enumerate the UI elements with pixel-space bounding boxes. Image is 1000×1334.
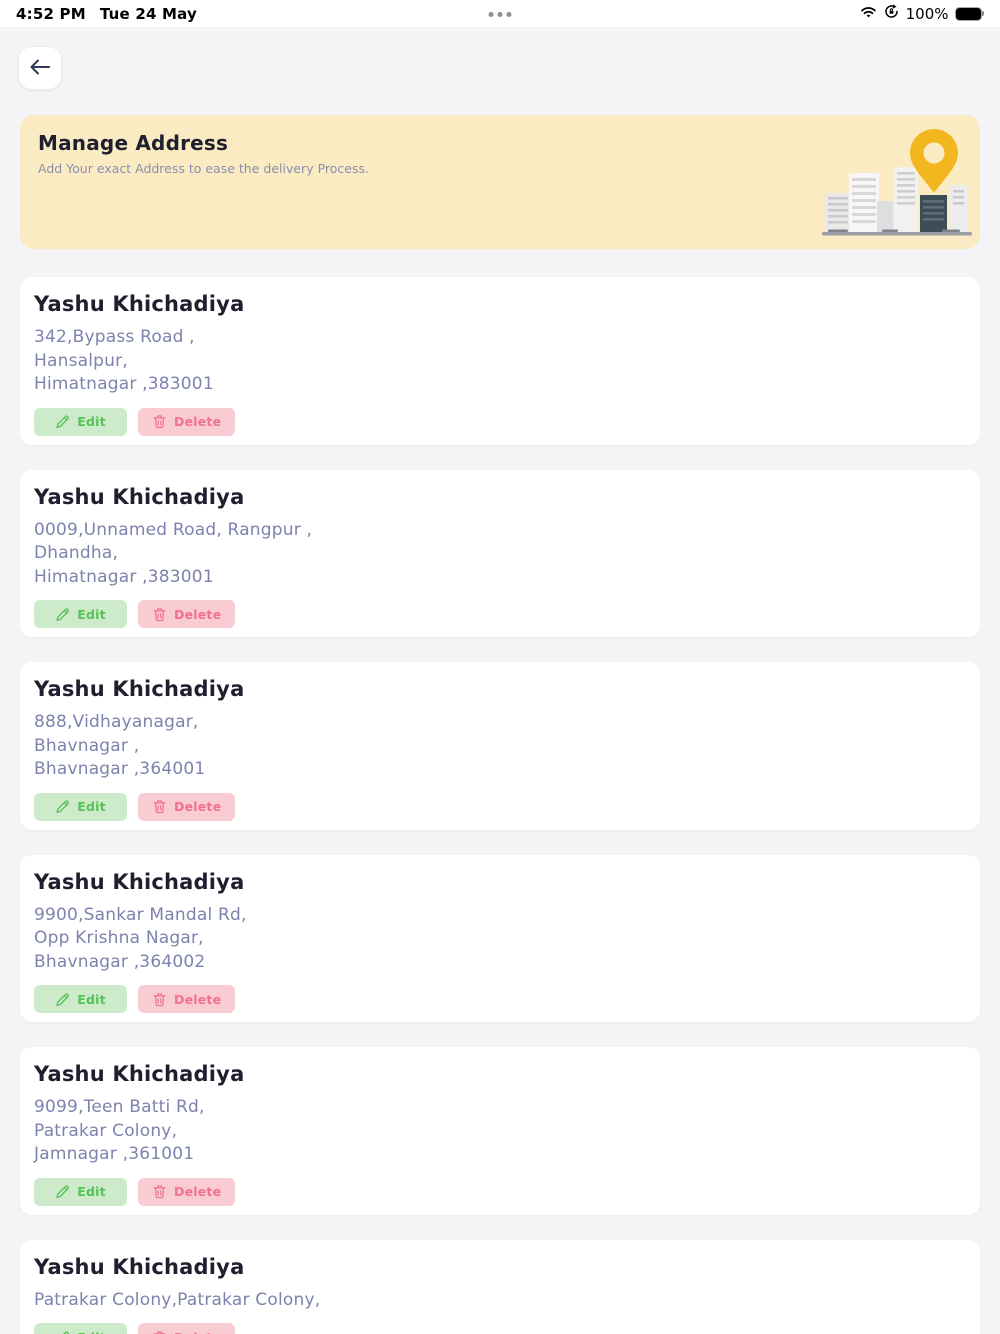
address-name: Yashu Khichadiya [34, 677, 245, 701]
delete-label: Delete [174, 606, 222, 622]
battery-percent: 100% [905, 4, 949, 23]
delete-button[interactable]: Delete [138, 1177, 236, 1206]
edit-label: Edit [77, 799, 106, 814]
clock-time: 4:52 PM [16, 4, 86, 23]
location-pin-icon [910, 129, 958, 193]
address-card: Yashu Khichadiya 342,Bypass Road , Hansal… [20, 277, 980, 445]
edit-label: Edit [77, 606, 106, 622]
address-text: 9900,Sankar Mandal Rd, Opp Krishna Nagar,… [34, 904, 966, 975]
address-line: Jamnagar ,361001 [34, 1144, 195, 1164]
pencil-icon [55, 414, 70, 429]
pencil-icon [55, 607, 70, 622]
address-line: 342,Bypass Road , [34, 327, 195, 347]
address-line: 888,Vidhayanagar, [34, 712, 199, 732]
address-name: Yashu Khichadiya [34, 1062, 245, 1086]
manage-address-banner: Manage Address Add Your exact Address to… [20, 115, 980, 249]
edit-button[interactable]: Edit [34, 1323, 127, 1334]
address-line: 0009,Unnamed Road, Rangpur , [34, 519, 313, 540]
wifi-icon [860, 5, 877, 23]
address-card: Yashu Khichadiya Patrakar Colony,Patraka… [20, 1239, 980, 1334]
battery-icon [955, 7, 984, 20]
address-line: Himatnagar ,383001 [34, 374, 214, 394]
address-card: Yashu Khichadiya 9099,Teen Batti Rd, Patr… [20, 1047, 980, 1215]
status-bar: 4:52 PM Tue 24 May 100% [0, 0, 1000, 27]
address-line: Patrakar Colony,Patrakar Colony, [34, 1289, 321, 1310]
trash-icon [152, 414, 167, 429]
edit-button[interactable]: Edit [34, 407, 127, 436]
left-arrow-icon [29, 59, 51, 78]
banner-subtitle: Add Your exact Address to ease the deliv… [38, 161, 369, 176]
address-line: Bhavnagar ,364001 [34, 759, 206, 779]
pencil-icon [55, 1184, 70, 1199]
address-line: Hansalpur, [34, 350, 128, 371]
address-card: Yashu Khichadiya 9900,Sankar Mandal Rd, O… [20, 854, 980, 1022]
banner-title: Manage Address [38, 131, 229, 155]
back-button[interactable] [18, 46, 62, 90]
pencil-icon [55, 992, 70, 1007]
address-line: Dhandha, [34, 543, 119, 563]
delete-button[interactable]: Delete [138, 1323, 236, 1334]
orientation-lock-icon [884, 4, 899, 23]
delete-label: Delete [174, 414, 222, 429]
address-line: Patrakar Colony, [34, 1120, 178, 1141]
edit-label: Edit [77, 414, 106, 429]
address-text: 9099,Teen Batti Rd, Patrakar Colony, Jamna… [34, 1096, 966, 1167]
address-card: Yashu Khichadiya 888,Vidhayanagar, Bhavna… [20, 662, 980, 830]
city-illustration [822, 115, 972, 245]
delete-button[interactable]: Delete [138, 600, 236, 628]
card-actions: Edit Delete [34, 600, 966, 628]
address-line: Himatnagar ,383001 [34, 566, 214, 587]
delete-label: Delete [174, 1184, 222, 1199]
edit-label: Edit [77, 1184, 106, 1199]
delete-button[interactable]: Delete [138, 407, 236, 436]
delete-label: Delete [174, 799, 222, 814]
address-line: Bhavnagar , [34, 735, 140, 756]
manage-address-screen: Manage Address Add Your exact Address to… [0, 46, 1000, 1334]
card-actions: Edit Delete [34, 1177, 966, 1206]
edit-button[interactable]: Edit [34, 792, 127, 821]
address-line: 9900,Sankar Mandal Rd, [34, 904, 247, 925]
address-line: Opp Krishna Nagar, [34, 928, 204, 948]
edit-button[interactable]: Edit [34, 985, 127, 1013]
pencil-icon [55, 799, 70, 814]
edit-button[interactable]: Edit [34, 600, 127, 628]
card-actions: Edit Delete [34, 407, 966, 436]
address-line: Bhavnagar ,364002 [34, 951, 206, 972]
address-name: Yashu Khichadiya [34, 292, 245, 316]
edit-label: Edit [77, 991, 106, 1007]
address-line: 9099,Teen Batti Rd, [34, 1097, 205, 1117]
delete-button[interactable]: Delete [138, 985, 236, 1013]
address-card: Yashu Khichadiya 0009,Unnamed Road, Rang… [20, 469, 980, 637]
delete-label: Delete [174, 991, 222, 1007]
card-actions: Edit Delete [34, 985, 966, 1013]
status-date: Tue 24 May [99, 4, 197, 23]
delete-button[interactable]: Delete [138, 792, 236, 821]
address-list: Yashu Khichadiya 342,Bypass Road , Hansal… [20, 277, 980, 1334]
multitask-dots-icon[interactable] [488, 12, 512, 17]
edit-label: Edit [77, 1330, 106, 1334]
address-name: Yashu Khichadiya [34, 1254, 245, 1279]
address-name: Yashu Khichadiya [34, 484, 245, 509]
trash-icon [152, 992, 167, 1007]
card-actions: Edit Delete [34, 1323, 966, 1334]
address-text: Patrakar Colony,Patrakar Colony, [34, 1289, 966, 1313]
delete-label: Delete [174, 1330, 221, 1334]
trash-icon [152, 799, 167, 814]
address-name: Yashu Khichadiya [34, 869, 245, 894]
address-text: 0009,Unnamed Road, Rangpur , Dhandha, Hima… [34, 519, 966, 590]
trash-icon [152, 607, 167, 622]
edit-button[interactable]: Edit [34, 1177, 127, 1206]
card-actions: Edit Delete [34, 792, 966, 821]
trash-icon [152, 1184, 167, 1199]
trash-icon [152, 1330, 167, 1334]
address-text: 342,Bypass Road , Hansalpur, Himatnagar ,3… [34, 326, 966, 397]
pencil-icon [55, 1330, 70, 1334]
address-text: 888,Vidhayanagar, Bhavnagar , Bhavnagar ,3… [34, 711, 966, 782]
